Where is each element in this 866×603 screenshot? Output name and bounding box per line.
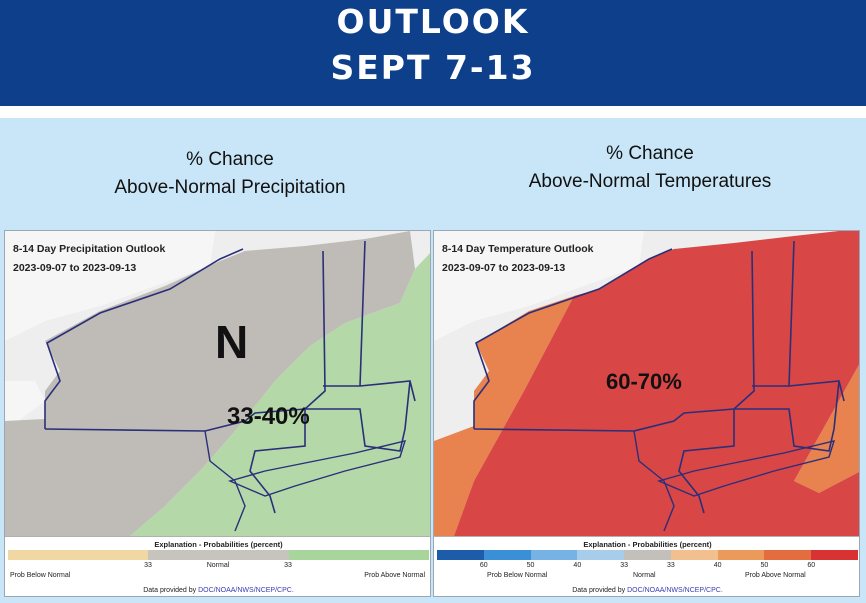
precip-subtitle: % Chance Above-Normal Precipitation bbox=[60, 146, 400, 202]
precip-normal-label: N bbox=[215, 316, 249, 368]
temp-legend-swatch-6 bbox=[717, 550, 765, 560]
precip-legend: Explanation - Probabilities (percent) 33… bbox=[5, 536, 430, 596]
temp-legend-num-3: 33 bbox=[620, 562, 629, 569]
precip-map-title: 8-14 Day Precipitation Outlook bbox=[13, 243, 166, 255]
banner-title-line2: SEPT 7-13 bbox=[330, 48, 536, 87]
precip-outlook-map: 8-14 Day Precipitation Outlook 2023-09-0… bbox=[4, 230, 431, 597]
temp-legend-swatch-0 bbox=[437, 550, 484, 560]
nj-border bbox=[204, 430, 246, 532]
temp-credit-link[interactable]: DOC/NOAA/NWS/NCEP/CPC. bbox=[627, 587, 723, 594]
ny-outline bbox=[473, 248, 673, 429]
temp-legend: Explanation - Probabilities (percent) 60… bbox=[434, 536, 859, 596]
normal-region bbox=[5, 231, 415, 536]
precip-legend-swatch-1 bbox=[148, 550, 289, 560]
lake-ontario-area bbox=[5, 231, 215, 341]
precip-credit-link[interactable]: DOC/NOAA/NWS/NCEP/CPC. bbox=[198, 587, 294, 594]
precip-pct-label: 33-40% bbox=[227, 403, 310, 430]
above-normal-region bbox=[454, 231, 859, 536]
temp-map-title: 8-14 Day Temperature Outlook bbox=[442, 243, 594, 255]
precip-subtitle-line1: % Chance bbox=[186, 149, 274, 170]
temp-subtitle-line2: Above-Normal Temperatures bbox=[528, 171, 772, 192]
temp-subtitle-line1: % Chance bbox=[606, 143, 694, 164]
temp-legend-below: Prob Below Normal bbox=[487, 572, 548, 579]
precip-legend-credit: Data provided by DOC/NOAA/NWS/NCEP/CPC. bbox=[5, 587, 430, 594]
temp-legend-categories: Prob Below Normal Normal Prob Above Norm… bbox=[437, 572, 858, 584]
temp-credit-prefix: Data provided by bbox=[572, 587, 626, 594]
temp-subtitle: % Chance Above-Normal Temperatures bbox=[480, 140, 820, 196]
state-borders bbox=[44, 240, 416, 514]
temp-legend-swatch-2 bbox=[530, 550, 578, 560]
lake-ontario-area bbox=[434, 231, 644, 341]
temp-legend-bar bbox=[437, 550, 859, 560]
temp-legend-swatch-7 bbox=[764, 550, 812, 560]
temp-legend-num-7: 60 bbox=[807, 562, 816, 569]
temp-legend-num-4: 33 bbox=[666, 562, 675, 569]
temp-legend-num-5: 40 bbox=[713, 562, 722, 569]
temp-map-dates: 2023-09-07 to 2023-09-13 bbox=[442, 262, 566, 274]
precip-subtitle-line2: Above-Normal Precipitation bbox=[114, 177, 346, 198]
precip-legend-bar bbox=[8, 550, 429, 560]
temp-legend-swatch-3 bbox=[577, 550, 625, 560]
temp-legend-title: Explanation - Probabilities (percent) bbox=[583, 540, 712, 549]
precip-legend-above: Prob Above Normal bbox=[364, 572, 425, 579]
temp-legend-num-6: 50 bbox=[760, 562, 769, 569]
precip-map-graphic bbox=[5, 231, 430, 536]
temp-legend-num-2: 40 bbox=[573, 562, 582, 569]
precip-legend-swatch-0 bbox=[8, 550, 149, 560]
temp-legend-credit: Data provided by DOC/NOAA/NWS/NCEP/CPC. bbox=[434, 587, 859, 594]
long-island-outline bbox=[227, 440, 407, 497]
temp-legend-num-1: 50 bbox=[526, 562, 535, 569]
temp-legend-num-0: 60 bbox=[479, 562, 488, 569]
banner-title-line1: OUTLOOK bbox=[336, 2, 530, 41]
orange-fringe-west bbox=[434, 296, 574, 536]
ny-outline bbox=[44, 248, 244, 429]
precip-legend-categories: Prob Below Normal Prob Above Normal bbox=[8, 572, 429, 584]
temp-pct-label: 60-70% bbox=[606, 369, 682, 394]
precip-credit-prefix: Data provided by bbox=[143, 587, 197, 594]
temp-outlook-map: 8-14 Day Temperature Outlook 2023-09-07 … bbox=[433, 230, 860, 597]
precip-legend-numbers: 33 Normal 33 bbox=[8, 562, 429, 572]
precip-map-dates: 2023-09-07 to 2023-09-13 bbox=[13, 262, 137, 274]
state-borders bbox=[473, 240, 845, 514]
precip-legend-swatch-2 bbox=[288, 550, 429, 560]
temp-map-graphic bbox=[434, 231, 859, 536]
precip-legend-num-left: 33 bbox=[144, 562, 152, 569]
precip-legend-num-right: 33 bbox=[284, 562, 292, 569]
lake-erie-area bbox=[5, 381, 45, 431]
temp-legend-swatch-1 bbox=[483, 550, 531, 560]
temp-legend-normal: Normal bbox=[633, 572, 656, 579]
temp-legend-above: Prob Above Normal bbox=[745, 572, 806, 579]
nj-border bbox=[633, 430, 675, 532]
long-island-outline bbox=[656, 440, 836, 497]
precip-legend-below: Prob Below Normal bbox=[10, 572, 71, 579]
title-banner: OUTLOOK SEPT 7-13 bbox=[0, 0, 866, 106]
temp-legend-swatch-8 bbox=[811, 550, 859, 560]
precip-legend-num-normal: Normal bbox=[206, 562, 230, 569]
temp-legend-numbers: 60 50 40 33 33 40 50 60 bbox=[437, 562, 858, 572]
temp-legend-swatch-5 bbox=[670, 550, 718, 560]
precip-legend-title: Explanation - Probabilities (percent) bbox=[154, 540, 283, 549]
temp-legend-swatch-4 bbox=[624, 550, 671, 560]
above-normal-region bbox=[130, 253, 430, 536]
